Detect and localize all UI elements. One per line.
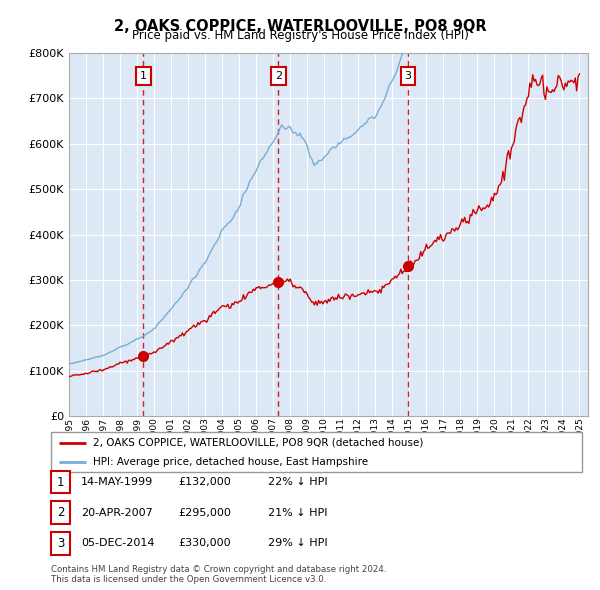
Text: 14-MAY-1999: 14-MAY-1999 — [81, 477, 153, 487]
Text: 1: 1 — [140, 71, 147, 81]
Text: 21% ↓ HPI: 21% ↓ HPI — [268, 508, 328, 517]
Text: 2, OAKS COPPICE, WATERLOOVILLE, PO8 9QR (detached house): 2, OAKS COPPICE, WATERLOOVILLE, PO8 9QR … — [94, 438, 424, 448]
Text: 2, OAKS COPPICE, WATERLOOVILLE, PO8 9QR: 2, OAKS COPPICE, WATERLOOVILLE, PO8 9QR — [113, 19, 487, 34]
Text: Contains HM Land Registry data © Crown copyright and database right 2024.
This d: Contains HM Land Registry data © Crown c… — [51, 565, 386, 584]
Text: 2: 2 — [275, 71, 282, 81]
Text: £330,000: £330,000 — [178, 539, 231, 548]
Text: 3: 3 — [404, 71, 412, 81]
Text: 29% ↓ HPI: 29% ↓ HPI — [268, 539, 328, 548]
Text: 2: 2 — [57, 506, 64, 519]
Text: £132,000: £132,000 — [178, 477, 231, 487]
Text: 22% ↓ HPI: 22% ↓ HPI — [268, 477, 328, 487]
Text: 05-DEC-2014: 05-DEC-2014 — [81, 539, 155, 548]
Text: HPI: Average price, detached house, East Hampshire: HPI: Average price, detached house, East… — [94, 457, 368, 467]
Text: 3: 3 — [57, 537, 64, 550]
Text: Price paid vs. HM Land Registry's House Price Index (HPI): Price paid vs. HM Land Registry's House … — [131, 30, 469, 42]
Text: 20-APR-2007: 20-APR-2007 — [81, 508, 153, 517]
Text: £295,000: £295,000 — [178, 508, 231, 517]
Text: 1: 1 — [57, 476, 64, 489]
